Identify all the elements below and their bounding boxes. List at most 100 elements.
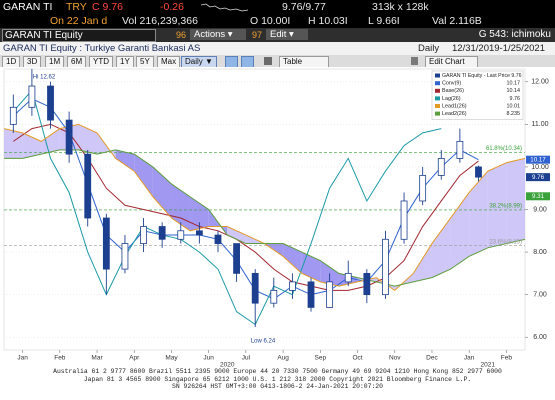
period: Daily (418, 43, 440, 54)
footer-line: Japan 81 3 4565 8900 Singapore 65 6212 1… (83, 375, 472, 383)
candle-body (475, 166, 482, 178)
x-tick-label: Jun (203, 355, 214, 362)
security-title: GARAN TI Equity : Turkiye Garanti Bankas… (3, 43, 201, 54)
candle-body (251, 272, 259, 304)
price-tag (526, 173, 550, 182)
x-tick-label: Mar (91, 355, 103, 362)
cloud-segment (227, 226, 246, 244)
quote-date: On 22 Jan d (50, 15, 108, 27)
cloud-segment (115, 149, 135, 172)
footer: Australia 61 2 9777 8600 Brazil 5511 239… (0, 368, 555, 391)
actions-menu[interactable]: Actions ▾ (190, 29, 246, 40)
cloud-segment (134, 154, 153, 197)
command-bar: GARAN TI Equity 96 Actions ▾ 97 Edit ▾ G… (0, 28, 555, 42)
cloud-segment (4, 128, 23, 159)
candle-body (326, 281, 334, 308)
candle-body (456, 140, 464, 159)
legend-entry: Conv(9) (442, 81, 461, 87)
candle-body (65, 119, 73, 155)
stats-bar: On 22 Jan d Vol 216,239,366 O 10.00I H 1… (0, 14, 555, 28)
x-tick-label: Feb (501, 355, 513, 362)
edit-icon (411, 57, 418, 65)
legend-swatch (435, 81, 440, 86)
legend-value: 10.17 (507, 81, 521, 87)
legend-swatch (435, 104, 440, 108)
sparkline (200, 3, 249, 12)
range-button[interactable]: Max (157, 56, 181, 68)
sparkline-path (200, 3, 249, 12)
bid-ask-size: 313k x 128k (372, 1, 429, 13)
candle-body (363, 272, 371, 296)
ticker: GARAN TI (3, 1, 53, 13)
level-label: 38.2%(8.99) (489, 204, 522, 210)
year-label: 2020 (220, 362, 235, 367)
candle-body (233, 243, 240, 274)
security-input[interactable]: GARAN TI Equity (2, 29, 156, 42)
candle-body (214, 234, 222, 244)
annotation: Low 6.24 (251, 339, 276, 345)
currency: TRY (66, 1, 87, 13)
candle-body (158, 226, 166, 240)
bid-ask: 9.76/9.77 (282, 1, 326, 13)
price-tag-label: 10.17 (530, 157, 546, 164)
legend-swatch (435, 73, 440, 78)
security-header: GARAN TI Equity : Turkiye Garanti Bankas… (0, 42, 555, 56)
actions-number: 96 (176, 30, 187, 40)
candle-body (437, 158, 445, 176)
footer-line: Australia 61 2 9777 8600 Brazil 5511 239… (53, 368, 502, 375)
cloud-segment (171, 183, 191, 231)
price-tag-label: 9.76 (532, 174, 545, 181)
y-tick-label: 11.00 (532, 121, 549, 128)
candle-body (400, 200, 408, 240)
candle-body (177, 230, 185, 240)
level-label: 23.6%(8.15) (489, 239, 522, 245)
legend-title: GARAN TI Equity - Last Price 9.76 (442, 73, 522, 79)
x-tick-label: Jul (242, 355, 251, 362)
cloud-segment (506, 158, 525, 244)
y-tick-label: 10.00 (531, 164, 549, 171)
indicator-line (4, 149, 525, 287)
legend-entry: Lag(26) (442, 96, 461, 102)
candle-body (47, 85, 54, 121)
edit-menu[interactable]: Edit ▾ (266, 29, 308, 40)
cloud-segment (413, 243, 432, 282)
candle-body (270, 289, 278, 304)
cloud-segment (431, 218, 451, 278)
legend-value: 9.76 (510, 96, 521, 102)
plot (4, 69, 525, 338)
x-tick-label: Nov (389, 355, 401, 362)
low: L 9.66I (368, 15, 400, 27)
candle-body (307, 281, 315, 308)
x-tick-label: Apr (129, 355, 140, 362)
open: O 10.00I (250, 15, 291, 27)
cloud-segment (152, 166, 172, 219)
candle-body (289, 281, 296, 291)
value-traded: Val 2.116B (432, 15, 482, 27)
annotation: Hi 12.62 (33, 75, 56, 81)
candle-body (344, 272, 352, 283)
legend-entry: Base(26) (442, 88, 464, 94)
x-tick-label: Feb (54, 355, 66, 362)
x-tick-label: Sep (315, 355, 327, 362)
function-name: G 543: ichimoku (478, 29, 551, 40)
legend-box (431, 70, 524, 120)
x-tick-label: Aug (277, 355, 289, 362)
last-price: C 9.76 (92, 1, 123, 13)
chart-toolbar: 1D 3D 1M 6M YTD 1Y 5Y Max Daily ▼ Table … (0, 55, 555, 68)
date-range: 12/31/2019-1/25/2021 (452, 43, 545, 54)
x-tick-label: Jan (464, 355, 475, 362)
price-tag (526, 192, 550, 201)
high: H 10.03I (308, 15, 348, 27)
candle-body (382, 238, 389, 296)
candle-body (84, 153, 92, 219)
cloud-segment (190, 196, 209, 231)
legend-entry: Lead1(26) (442, 103, 467, 109)
candle-body (419, 175, 427, 202)
legend: GARAN TI Equity - Last Price 9.76 Conv(9)… (431, 70, 524, 120)
quote-bar: GARAN TI TRY C 9.76 -0.26 9.76/9.77 313k… (0, 0, 555, 14)
cloud-segment (41, 128, 60, 155)
y-tick-label: 8.00 (533, 249, 547, 256)
cloud-segment (301, 252, 321, 282)
candle-body (140, 226, 147, 244)
legend-entry: Lead2(26) (442, 111, 467, 117)
